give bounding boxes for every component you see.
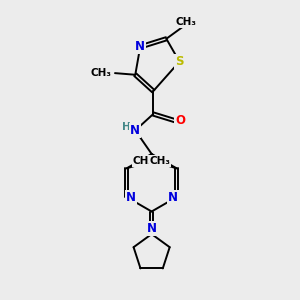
Text: N: N (130, 124, 140, 137)
Text: H: H (122, 122, 130, 132)
Text: CH₃: CH₃ (176, 17, 197, 27)
Text: N: N (126, 190, 136, 204)
Text: N: N (147, 222, 157, 235)
Text: CH₃: CH₃ (150, 156, 171, 166)
Text: O: O (176, 114, 185, 127)
Text: S: S (175, 55, 184, 68)
Text: N: N (135, 40, 145, 53)
Text: CH₃: CH₃ (90, 68, 111, 78)
Text: CH₃: CH₃ (133, 156, 154, 166)
Text: N: N (168, 190, 178, 204)
